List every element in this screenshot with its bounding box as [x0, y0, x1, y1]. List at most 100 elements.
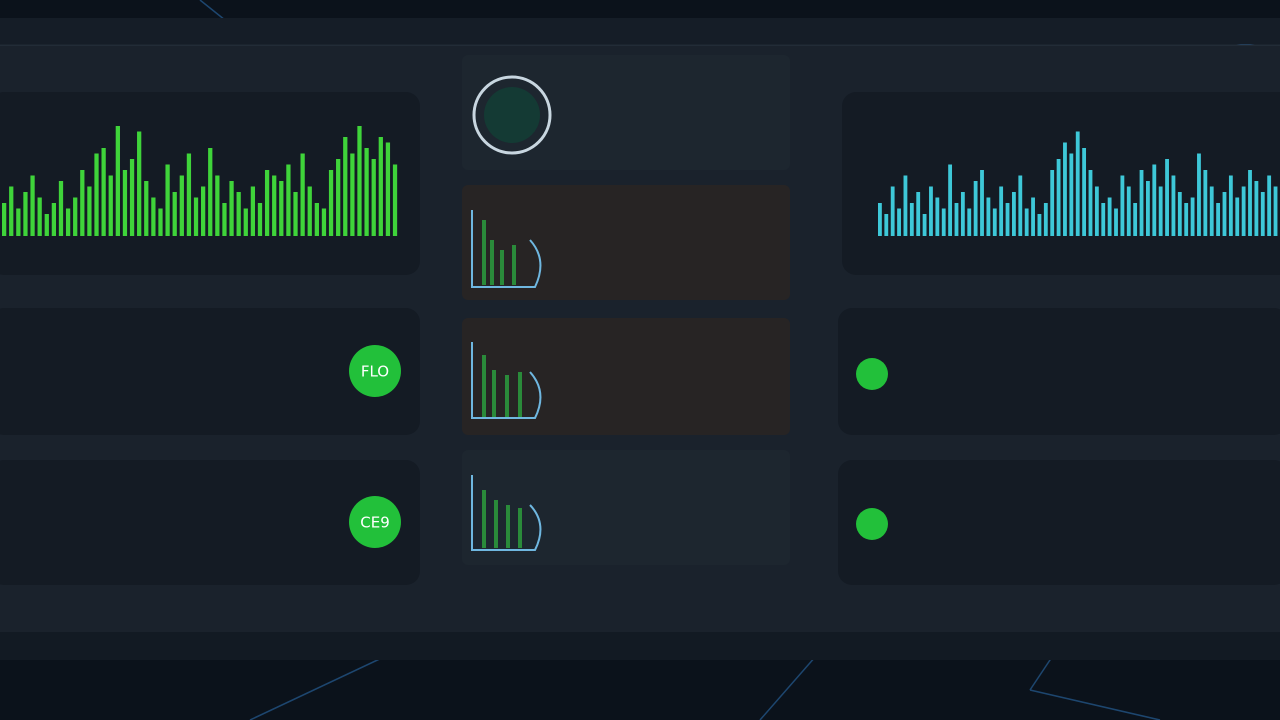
bar [172, 192, 177, 236]
bar [1063, 142, 1067, 236]
bar [897, 208, 901, 236]
bar [286, 164, 291, 236]
bar [87, 186, 92, 236]
bar [878, 203, 882, 236]
bar [1018, 175, 1023, 236]
card [462, 185, 790, 300]
bar [1273, 186, 1278, 236]
bar [1267, 175, 1272, 236]
bar [236, 192, 241, 236]
bar [999, 186, 1004, 236]
bar [929, 186, 933, 236]
badges [349, 345, 401, 548]
gauge-core [484, 87, 540, 143]
bar [1228, 175, 1233, 236]
bar [385, 142, 391, 236]
mini-chart [471, 210, 542, 288]
bar [208, 148, 213, 236]
bar [1241, 186, 1246, 236]
bar [65, 208, 71, 236]
bar [137, 131, 142, 236]
bar [186, 153, 192, 236]
bar [1126, 186, 1131, 236]
bar [1133, 203, 1138, 236]
bar [992, 208, 997, 236]
bar [1190, 197, 1195, 236]
bar [108, 175, 113, 236]
badge [349, 496, 401, 548]
bar [1216, 203, 1221, 236]
badge-label: FLO [361, 363, 389, 381]
bar [343, 137, 348, 236]
cards [0, 55, 1280, 585]
bar [1088, 170, 1093, 236]
bar [1069, 153, 1074, 236]
bar [967, 208, 972, 236]
status-icon [856, 508, 888, 540]
mini-bars [482, 220, 522, 548]
bar [1114, 208, 1118, 236]
bar [935, 197, 940, 236]
bar [1043, 203, 1048, 236]
badge [349, 345, 401, 397]
bar [37, 197, 42, 236]
bar [1165, 159, 1169, 236]
mini-chart [471, 342, 542, 419]
right-icons [856, 358, 888, 540]
bar [1177, 192, 1182, 236]
bar [1012, 192, 1016, 236]
bar [94, 153, 99, 236]
bar [1203, 170, 1208, 236]
bar [1101, 203, 1106, 236]
bar [30, 175, 35, 236]
mini-charts [471, 210, 542, 551]
card [838, 308, 1280, 435]
bar [1158, 186, 1163, 236]
bar [1152, 164, 1157, 236]
card [462, 450, 790, 565]
badge-label: CE9 [360, 514, 390, 532]
bar [165, 164, 170, 236]
bar [1209, 186, 1214, 236]
bar [903, 175, 908, 236]
bar [1120, 175, 1125, 236]
bar [1050, 170, 1055, 236]
bar [201, 186, 206, 236]
bar [1248, 170, 1252, 236]
status-icon [856, 358, 888, 390]
bar [80, 170, 85, 236]
card [842, 92, 1280, 275]
bar [73, 197, 78, 236]
bar [922, 214, 927, 236]
bar [179, 175, 184, 236]
bar [2, 203, 7, 236]
bar [229, 181, 234, 236]
bar [973, 181, 978, 236]
top-bar [0, 18, 1280, 44]
mini-chart [471, 475, 542, 551]
bar [1024, 208, 1029, 236]
bar [909, 203, 914, 236]
bar [378, 137, 383, 236]
bar [1184, 203, 1189, 236]
bar [357, 126, 362, 236]
bar [16, 208, 21, 236]
card [838, 460, 1280, 585]
bar [158, 208, 163, 236]
bar [986, 197, 991, 236]
bar [336, 159, 341, 236]
bar [129, 159, 135, 236]
bar [257, 203, 263, 236]
bar [272, 175, 277, 236]
bar [51, 203, 57, 236]
bar [1037, 214, 1042, 236]
card [0, 460, 420, 585]
bar [250, 186, 256, 236]
bar [1171, 175, 1176, 236]
bar [264, 170, 270, 236]
bar [9, 186, 14, 236]
card [462, 318, 790, 435]
bar [23, 192, 28, 236]
